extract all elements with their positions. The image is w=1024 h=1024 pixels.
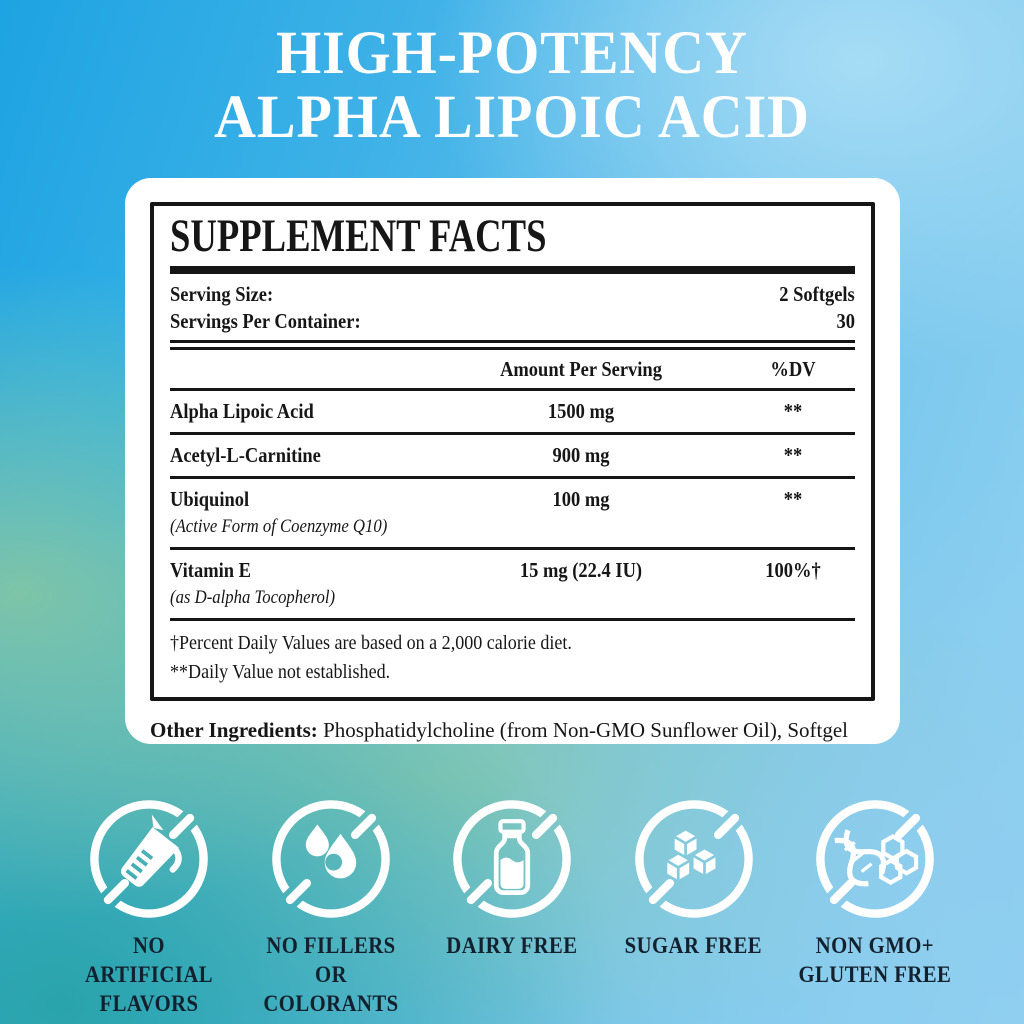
servings-per-container-row: Servings Per Container: 30	[170, 308, 855, 335]
other-ingredients-label: Other Ingredients:	[150, 718, 318, 742]
badge-label: DAIRY FREE	[446, 933, 578, 958]
divider	[170, 388, 855, 391]
supplement-facts-panel: SUPPLEMENT FACTS Serving Size: 2 Softgel…	[125, 178, 900, 744]
feature-badges-row: NO ARTIFICIAL FLAVORS NO FILLERS OR COLO…	[0, 796, 1024, 1018]
ingredient-name: Acetyl-L-Carnitine	[170, 443, 321, 467]
badge-sugar-free: SUGAR FREE	[605, 796, 783, 1018]
title-line-1: HIGH-POTENCY	[276, 20, 748, 87]
badge-label: NO FILLERS OR COLORANTS	[262, 933, 399, 1016]
other-ingredients: Other Ingredients: Phosphatidylcholine (…	[150, 715, 875, 744]
title-line-2: ALPHA LIPOIC ACID	[214, 84, 810, 151]
badge-no-fillers-or-colorants: NO FILLERS OR COLORANTS	[242, 796, 420, 1018]
amount-column-header: Amount Per Serving	[500, 357, 662, 381]
ingredient-dv: **	[783, 443, 803, 467]
supplement-facts-box: SUPPLEMENT FACTS Serving Size: 2 Softgel…	[150, 202, 875, 701]
dv-column-header: %DV	[770, 357, 816, 381]
page-title: HIGH-POTENCY ALPHA LIPOIC ACID	[26, 22, 999, 150]
divider-double	[170, 340, 855, 350]
sugar-cubes-icon	[630, 796, 757, 922]
ingredient-amount: 900 mg	[552, 443, 610, 467]
droplets-icon	[267, 796, 394, 922]
serving-size-row: Serving Size: 2 Softgels	[170, 281, 855, 308]
divider	[170, 476, 855, 479]
ingredient-amount: 1500 mg	[547, 399, 615, 423]
badge-dairy-free: DAIRY FREE	[423, 796, 601, 1018]
badge-label: NO ARTIFICIAL FLAVORS	[85, 933, 213, 1016]
ingredient-name: Alpha Lipoic Acid	[170, 399, 314, 423]
divider	[170, 432, 855, 435]
measuring-cup-icon	[86, 796, 212, 922]
other-ingredients-text: Phosphatidylcholine (from Non-GMO Sunflo…	[323, 718, 849, 742]
footnote-asterisks: **Daily Value not established.	[170, 661, 391, 683]
divider	[170, 547, 855, 550]
ingredient-amount: 15 mg (22.4 IU)	[519, 558, 643, 582]
servings-per-container-label: Servings Per Container:	[170, 309, 361, 333]
divider	[170, 618, 855, 621]
footnotes: †Percent Daily Values are based on a 2,0…	[170, 621, 855, 689]
column-header-row: Amount Per Serving %DV	[170, 350, 855, 388]
dna-honeycomb-icon	[812, 796, 938, 922]
badge-label: SUGAR FREE	[624, 933, 763, 958]
serving-size-value: 2 Softgels	[779, 282, 855, 306]
footnote-dv: †Percent Daily Values are based on a 2,0…	[170, 632, 572, 654]
milk-bottle-icon	[449, 796, 575, 922]
table-row: Alpha Lipoic Acid 1500 mg **	[170, 391, 855, 432]
badge-no-artificial-flavors: NO ARTIFICIAL FLAVORS	[60, 796, 238, 1018]
ingredient-dv: **	[783, 487, 803, 511]
serving-size-label: Serving Size:	[170, 282, 274, 306]
ingredient-note: (as D-alpha Tocopherol)	[170, 587, 336, 608]
table-row: Vitamin E (as D-alpha Tocopherol) 15 mg …	[170, 550, 855, 618]
ingredient-dv: **	[783, 399, 803, 423]
ingredient-name: Ubiquinol	[170, 487, 250, 511]
servings-per-container-value: 30	[836, 309, 855, 333]
ingredient-amount: 100 mg	[552, 487, 610, 511]
divider-thick	[170, 266, 855, 274]
table-row: Ubiquinol (Active Form of Coenzyme Q10) …	[170, 479, 855, 547]
ingredient-note: (Active Form of Coenzyme Q10)	[170, 516, 388, 537]
table-row: Acetyl-L-Carnitine 900 mg **	[170, 435, 855, 476]
ingredient-name: Vitamin E	[170, 558, 251, 582]
facts-heading: SUPPLEMENT FACTS	[170, 210, 547, 262]
badge-label: NON GMO+ GLUTEN FREE	[798, 933, 952, 987]
badge-non-gmo-gluten-free: NON GMO+ GLUTEN FREE	[786, 796, 964, 1018]
ingredient-dv: 100%†	[765, 558, 821, 582]
